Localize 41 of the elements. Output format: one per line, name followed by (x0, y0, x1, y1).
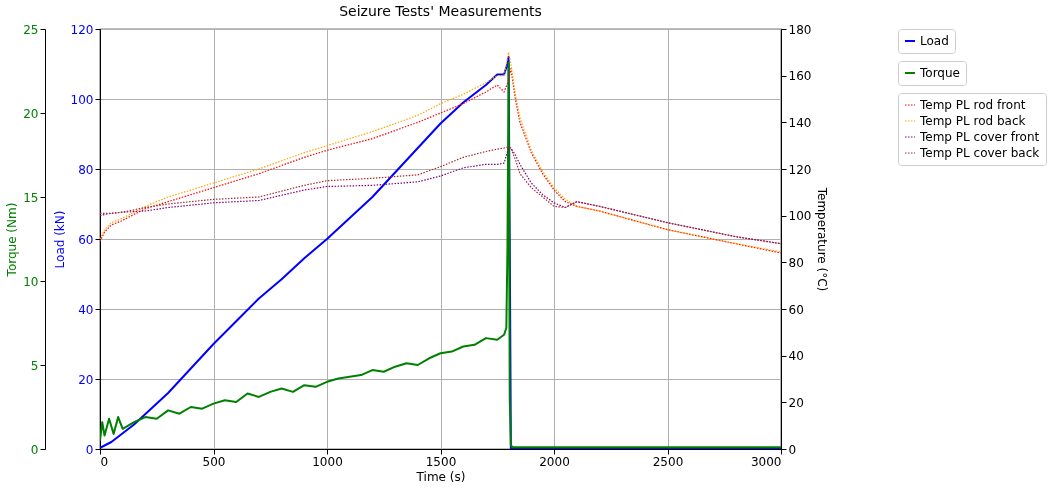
x-tick-label: 1500 (425, 454, 457, 469)
y-tick-label: 100 (70, 92, 94, 107)
y-tick-label: 60 (78, 232, 94, 247)
y-axis-title: Load (kN) (52, 210, 67, 269)
x-tick-label: 2000 (539, 454, 570, 469)
x-axis-title: Time (s) (415, 469, 466, 484)
x-tick-label: 1000 (312, 454, 343, 469)
y2-tick-label: 120 (788, 162, 812, 177)
y2-tick-label: 180 (788, 22, 812, 37)
y2-tick-label: 80 (788, 255, 804, 270)
x-tick-label: 0 (100, 454, 109, 469)
y3-tick-label: 0 (30, 442, 39, 457)
legend-label: Temp PL cover front (919, 130, 1040, 144)
y-tick-label: 80 (78, 162, 94, 177)
y2-tick-label: 40 (788, 349, 804, 364)
y2-tick-label: 60 (788, 302, 804, 317)
y-tick-label: 0 (85, 442, 94, 457)
legend-label: Load (920, 34, 949, 48)
y3-tick-label: 15 (23, 190, 39, 205)
y-tick-label: 40 (78, 302, 94, 317)
x-tick-label: 3000 (750, 454, 782, 469)
x-tick-label: 2500 (652, 454, 684, 469)
y3-tick-label: 5 (30, 358, 39, 373)
y3-axis-title: Torque (Nm) (5, 202, 20, 278)
legend-label: Temp PL rod front (919, 98, 1026, 112)
y-tick-label: 120 (70, 22, 94, 37)
y3-tick-label: 10 (23, 274, 39, 289)
x-tick-label: 500 (202, 454, 226, 469)
y2-tick-label: 140 (788, 115, 812, 130)
y3-tick-label: 25 (23, 22, 39, 37)
y2-axis-title: Temperature (°C) (815, 186, 830, 292)
y-tick-label: 20 (78, 372, 94, 387)
y2-tick-label: 160 (788, 69, 812, 84)
chart-title: Seizure Tests' Measurements (339, 3, 542, 19)
legend-label: Temp PL cover back (919, 146, 1040, 160)
legend-label: Torque (919, 66, 960, 80)
y2-tick-label: 20 (788, 395, 804, 410)
y2-tick-label: 100 (788, 209, 812, 224)
legend-label: Temp PL rod back (919, 114, 1026, 128)
y2-tick-label: 0 (788, 442, 797, 457)
y3-tick-label: 20 (23, 106, 39, 121)
